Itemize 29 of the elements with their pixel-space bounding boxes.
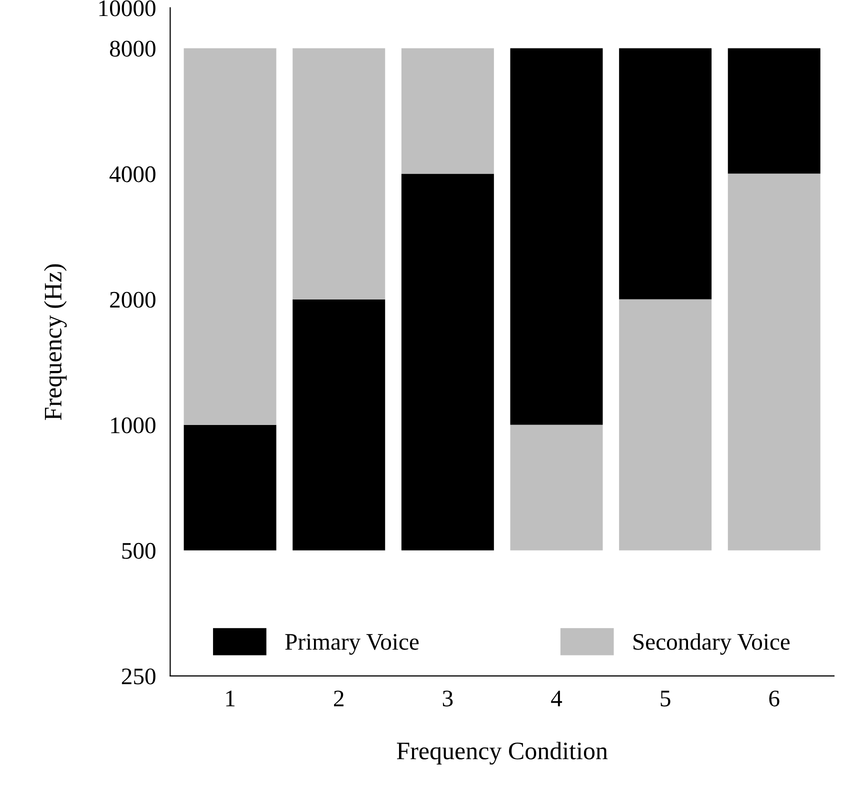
- bar: [292, 299, 386, 550]
- x-tick-label: 3: [442, 690, 453, 706]
- y-tick-label: 500: [122, 542, 156, 559]
- y-tick-label: 1000: [111, 417, 156, 434]
- x-tick-label: 1: [226, 690, 235, 706]
- y-tick-label: 10000: [99, 0, 156, 16]
- x-tick-label: 4: [551, 690, 562, 706]
- bar: [619, 48, 712, 300]
- bar: [728, 174, 820, 550]
- bar: [510, 424, 603, 550]
- bar: [184, 424, 276, 550]
- x-tick-label: 5: [660, 690, 670, 706]
- y-tick-label: 2000: [110, 292, 156, 308]
- y-tick-label: 250: [122, 668, 156, 684]
- bar: [510, 48, 603, 425]
- y-axis-title: Frequency (Hz): [44, 264, 67, 420]
- y-tick-label: 8000: [110, 40, 156, 57]
- x-tick-label: 6: [769, 690, 780, 706]
- bar: [401, 174, 494, 550]
- y-tick-label: 4000: [110, 166, 156, 182]
- legend-label: Primary Voice: [285, 634, 419, 655]
- bar: [292, 48, 386, 300]
- bar: [401, 48, 494, 174]
- bar: [184, 48, 276, 425]
- x-axis-title: Frequency Condition: [396, 742, 608, 765]
- bar: [728, 48, 820, 174]
- bar: [619, 299, 712, 550]
- x-tick-label: 2: [334, 690, 344, 706]
- legend-label: Secondary Voice: [634, 633, 790, 655]
